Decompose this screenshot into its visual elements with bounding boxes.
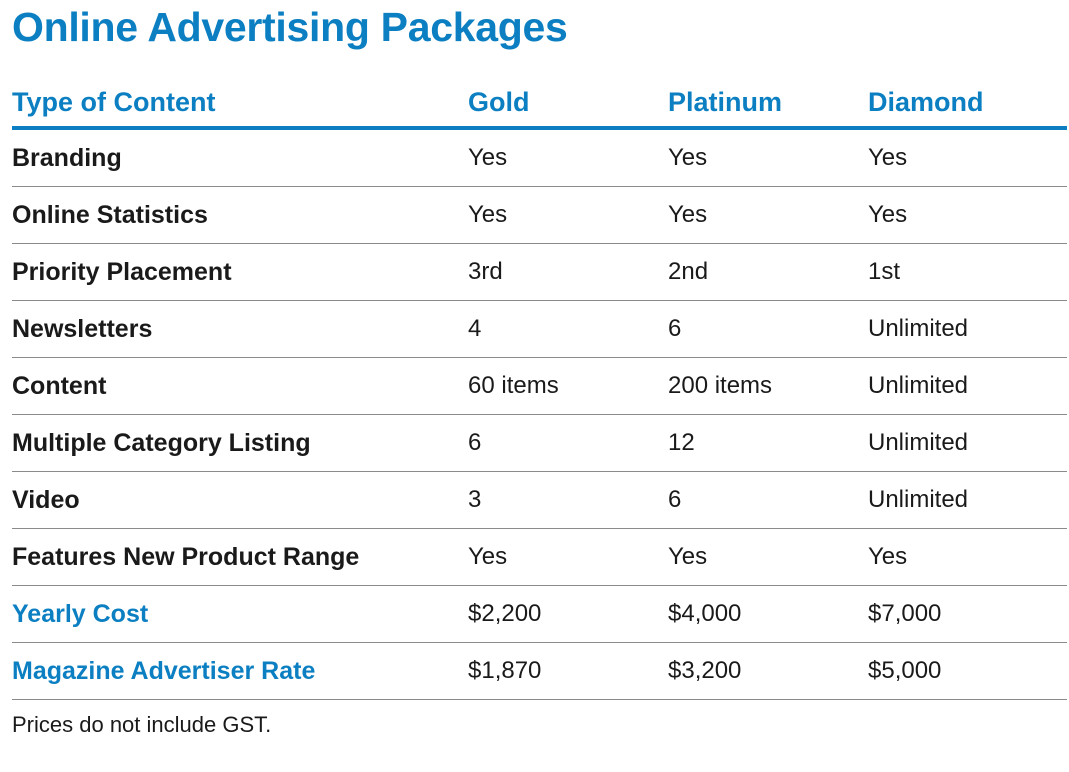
- diamond-cell: Unlimited: [868, 315, 969, 342]
- table-header: Type of Content Gold Platinum Diamond: [12, 78, 1067, 130]
- header-platinum: Platinum: [668, 86, 783, 117]
- table-row: Newsletters 4 6 Unlimited: [12, 301, 1067, 358]
- gold-cell: Yes: [468, 543, 508, 570]
- row-label: Features New Product Range: [12, 542, 360, 571]
- table-row: Multiple Category Listing 6 12 Unlimited: [12, 415, 1067, 472]
- table-row: Content 60 items 200 items Unlimited: [12, 358, 1067, 415]
- gold-cell: $1,870: [468, 657, 542, 684]
- table-row: Video 3 6 Unlimited: [12, 472, 1067, 529]
- diamond-cell: Unlimited: [868, 372, 969, 399]
- row-label: Newsletters: [12, 314, 153, 343]
- page-title: Online Advertising Packages: [12, 4, 568, 50]
- row-label: Branding: [12, 143, 122, 172]
- platinum-cell: 12: [668, 429, 695, 456]
- diamond-cell: 1st: [868, 258, 901, 285]
- gold-cell: $2,200: [468, 600, 542, 627]
- row-label: Priority Placement: [12, 257, 232, 286]
- header-diamond: Diamond: [868, 86, 984, 117]
- diamond-cell: Unlimited: [868, 486, 969, 513]
- gold-cell: 60 items: [468, 372, 559, 399]
- platinum-cell: $3,200: [668, 657, 742, 684]
- table-row: Magazine Advertiser Rate $1,870 $3,200 $5,0…: [12, 643, 1067, 700]
- diamond-cell: $7,000: [868, 600, 942, 627]
- packages-table: Type of Content Gold Platinum Diamond Br…: [12, 78, 1067, 700]
- footnote: Prices do not include GST.: [12, 712, 272, 737]
- header-type-of-content: Type of Content: [12, 86, 216, 117]
- row-label: Yearly Cost: [12, 599, 149, 628]
- platinum-cell: Yes: [668, 144, 708, 171]
- platinum-cell: Yes: [668, 543, 708, 570]
- table-row: Priority Placement 3rd 2nd 1st: [12, 244, 1067, 301]
- gold-cell: 4: [468, 315, 482, 342]
- diamond-cell: Unlimited: [868, 429, 969, 456]
- gold-cell: 3rd: [468, 258, 503, 285]
- row-label: Video: [12, 485, 80, 514]
- diamond-cell: Yes: [868, 201, 908, 228]
- row-label: Online Statistics: [12, 200, 208, 229]
- gold-cell: 6: [468, 429, 482, 456]
- table-row: Online Statistics Yes Yes Yes: [12, 187, 1067, 244]
- row-label: Multiple Category Listing: [12, 428, 311, 457]
- platinum-cell: 6: [668, 315, 682, 342]
- platinum-cell: 200 items: [668, 372, 773, 399]
- platinum-cell: 6: [668, 486, 682, 513]
- header-gold: Gold: [468, 86, 530, 117]
- table-row: Yearly Cost $2,200 $4,000 $7,000: [12, 586, 1067, 643]
- table-row: Branding Yes Yes Yes: [12, 130, 1067, 187]
- diamond-cell: Yes: [868, 144, 908, 171]
- gold-cell: Yes: [468, 201, 508, 228]
- gold-cell: 3: [468, 486, 482, 513]
- table-row: Features New Product Range Yes Yes Yes: [12, 529, 1067, 586]
- platinum-cell: $4,000: [668, 600, 742, 627]
- diamond-cell: Yes: [868, 543, 908, 570]
- platinum-cell: Yes: [668, 201, 708, 228]
- platinum-cell: 2nd: [668, 258, 709, 285]
- diamond-cell: $5,000: [868, 657, 942, 684]
- gold-cell: Yes: [468, 144, 508, 171]
- row-label: Content: [12, 371, 107, 400]
- row-label: Magazine Advertiser Rate: [12, 656, 316, 685]
